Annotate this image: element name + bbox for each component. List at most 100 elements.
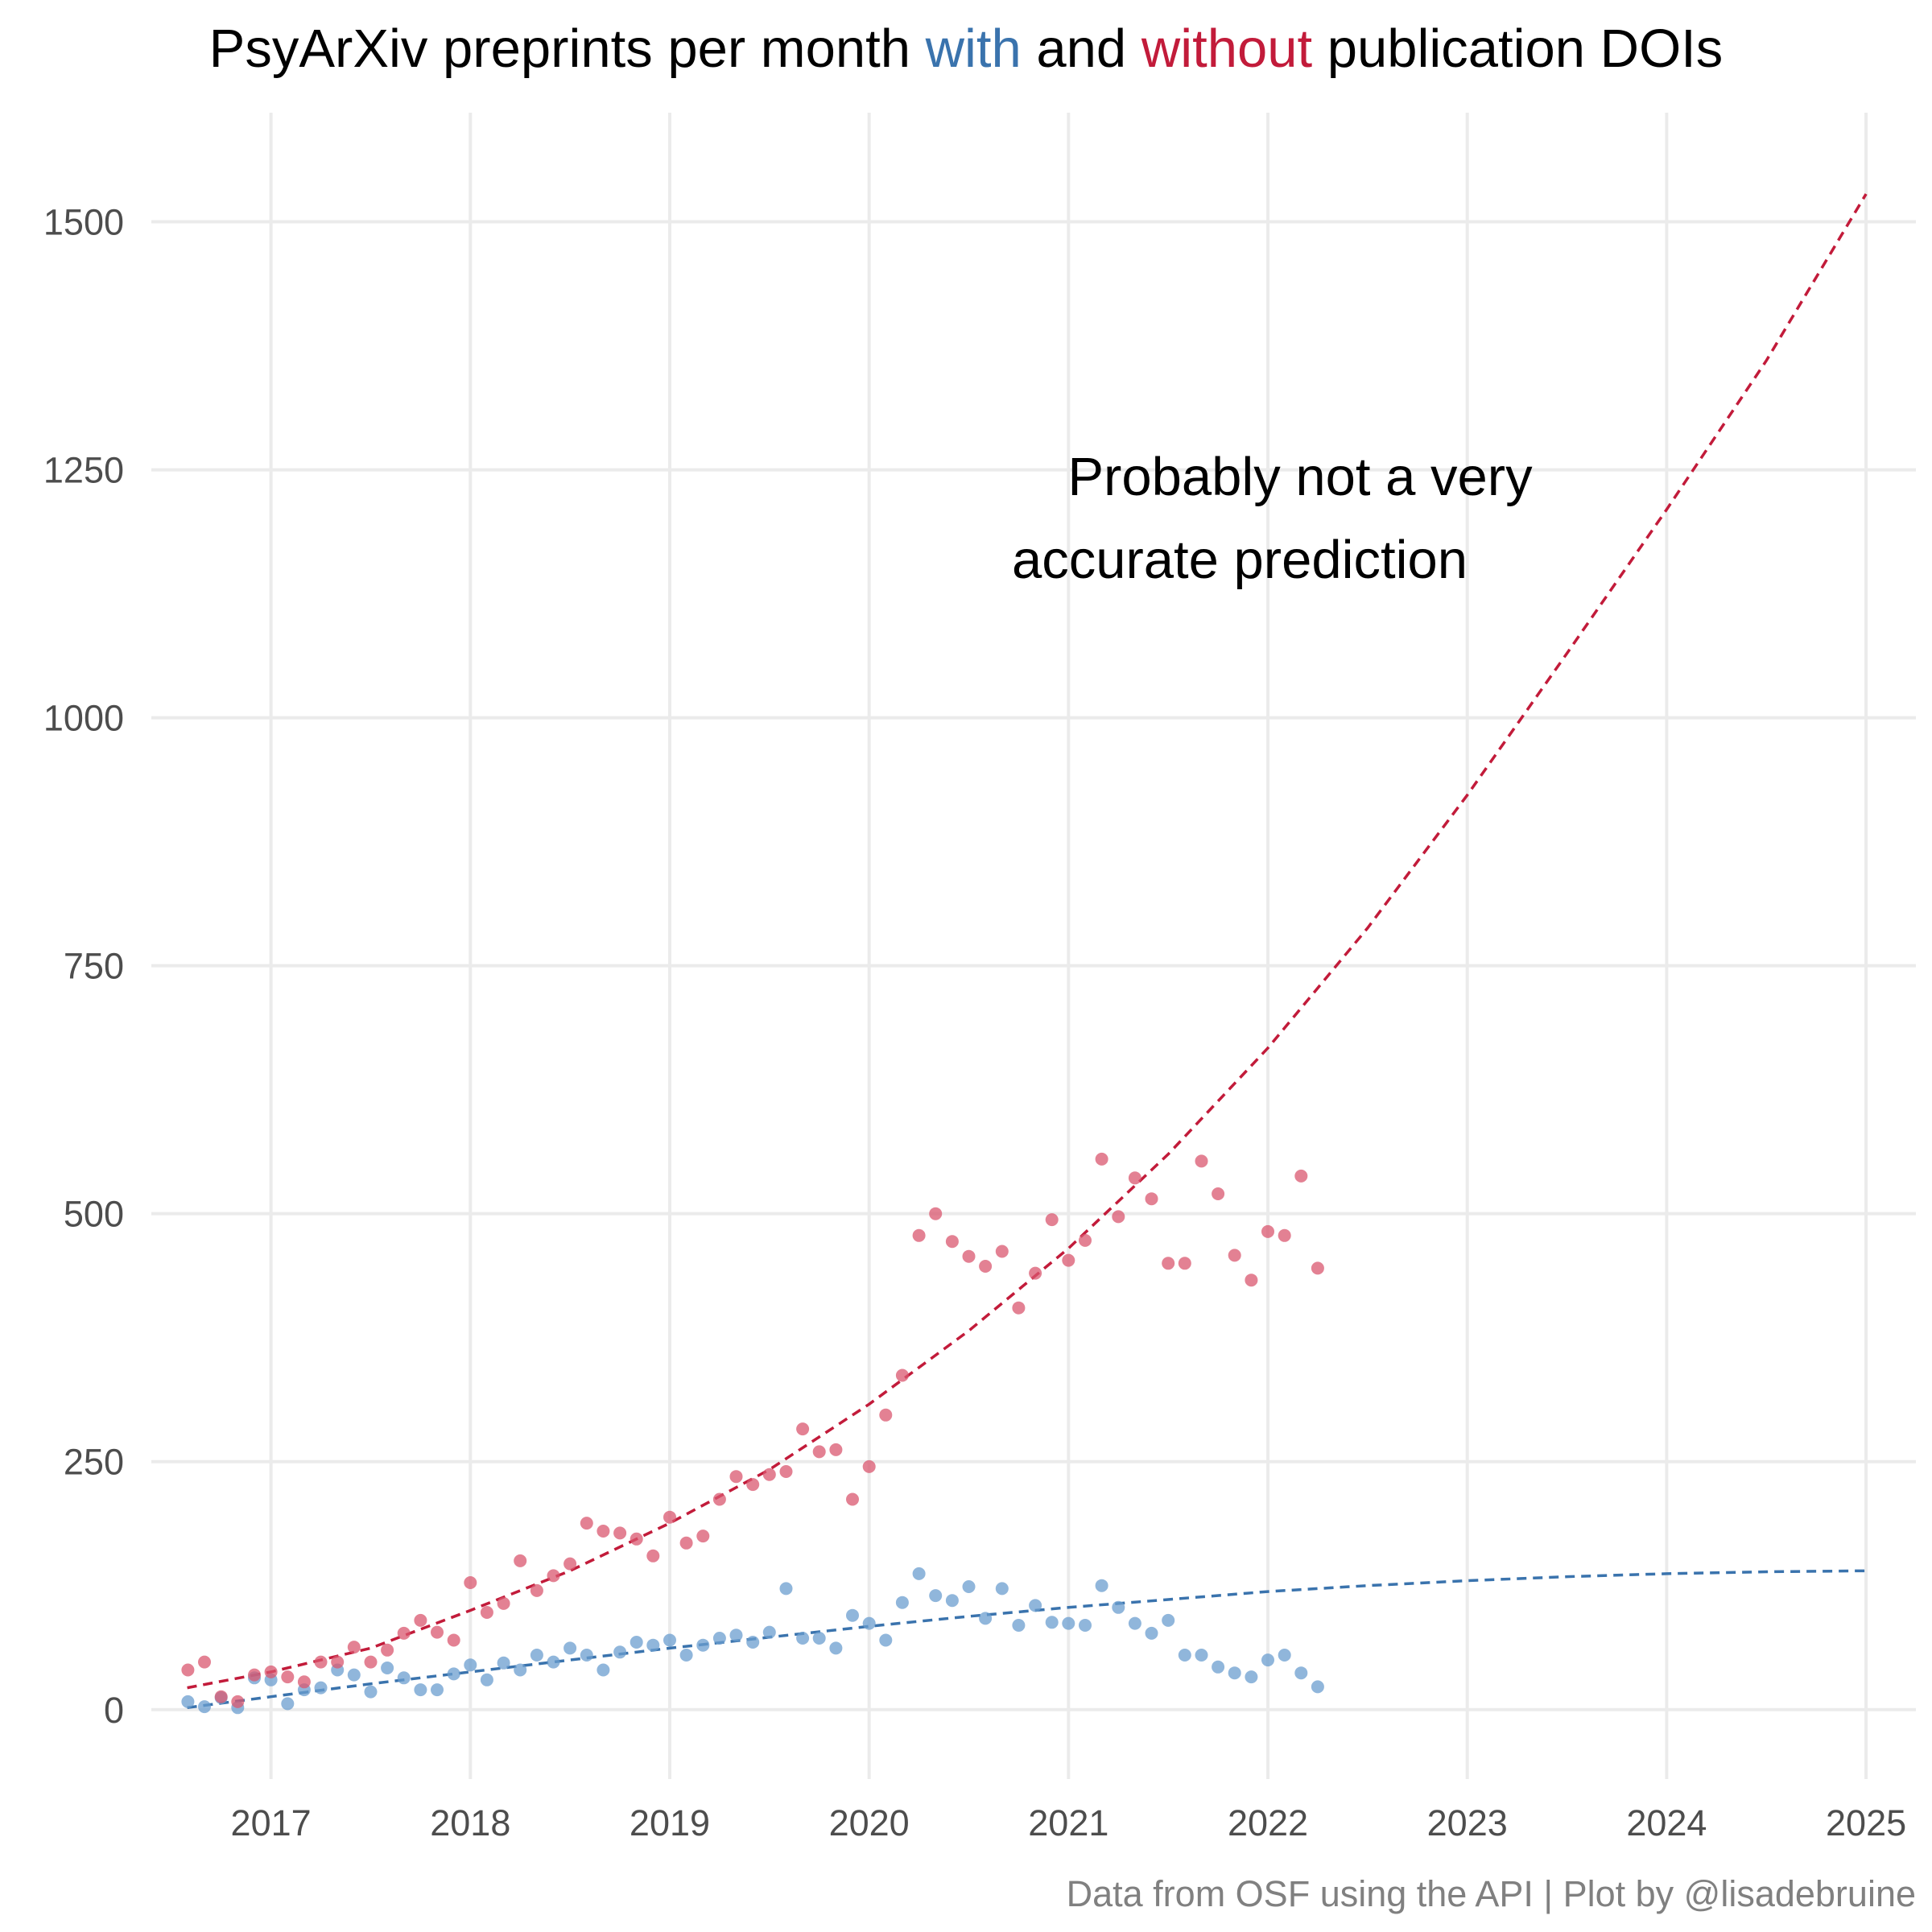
point-with-doi	[580, 1649, 593, 1662]
point-with-doi	[381, 1662, 394, 1674]
point-with-doi	[1228, 1666, 1241, 1680]
x-tick-label: 2019	[630, 1802, 710, 1843]
point-with-doi	[1128, 1616, 1141, 1630]
point-without-doi	[464, 1576, 477, 1589]
chart-caption: Data from OSF using the API | Plot by @l…	[1067, 1873, 1916, 1914]
point-without-doi	[397, 1626, 411, 1640]
point-with-doi	[564, 1641, 577, 1655]
point-with-doi	[979, 1612, 993, 1625]
point-with-doi	[613, 1645, 627, 1659]
x-tick-label: 2021	[1028, 1802, 1108, 1843]
point-without-doi	[314, 1655, 328, 1669]
point-with-doi	[198, 1700, 211, 1714]
point-with-doi	[480, 1673, 493, 1686]
point-without-doi	[564, 1557, 577, 1571]
x-tick-label: 2017	[231, 1802, 312, 1843]
point-with-doi	[397, 1671, 411, 1685]
point-without-doi	[895, 1368, 909, 1382]
point-without-doi	[1112, 1210, 1125, 1224]
title-part-1: PsyArXiv preprints per month	[209, 19, 926, 79]
point-without-doi	[1195, 1154, 1208, 1168]
point-with-doi	[646, 1638, 660, 1652]
point-with-doi	[1311, 1680, 1324, 1694]
point-with-doi	[431, 1683, 444, 1697]
point-without-doi	[1278, 1228, 1291, 1242]
trend-line-with-doi	[187, 1569, 1867, 1710]
point-without-doi	[1045, 1213, 1059, 1227]
point-without-doi	[331, 1655, 345, 1669]
point-with-doi	[812, 1632, 826, 1645]
point-without-doi	[264, 1665, 278, 1678]
point-with-doi	[1095, 1579, 1108, 1592]
point-with-doi	[1012, 1619, 1026, 1632]
point-without-doi	[879, 1408, 893, 1422]
y-tick-label: 1000	[43, 698, 124, 739]
point-without-doi	[381, 1643, 394, 1657]
point-without-doi	[514, 1554, 527, 1567]
point-without-doi	[862, 1459, 876, 1473]
point-without-doi	[812, 1445, 826, 1459]
point-without-doi	[945, 1235, 959, 1249]
point-without-doi	[1311, 1261, 1324, 1275]
point-without-doi	[663, 1510, 676, 1524]
grid-layer	[151, 113, 1916, 1779]
point-with-doi	[862, 1616, 876, 1630]
point-without-doi	[979, 1260, 993, 1273]
point-without-doi	[181, 1663, 195, 1677]
point-without-doi	[281, 1670, 295, 1684]
y-tick-label: 1250	[43, 450, 124, 491]
point-without-doi	[729, 1470, 743, 1484]
point-with-doi	[1112, 1600, 1125, 1614]
point-with-doi	[1162, 1613, 1175, 1627]
point-with-doi	[679, 1649, 693, 1662]
point-without-doi	[497, 1596, 510, 1610]
point-without-doi	[580, 1517, 593, 1530]
point-without-doi	[1212, 1187, 1225, 1200]
point-with-doi	[181, 1695, 195, 1708]
point-without-doi	[646, 1549, 660, 1563]
point-with-doi	[1145, 1626, 1158, 1640]
point-with-doi	[630, 1636, 643, 1649]
point-with-doi	[530, 1649, 543, 1662]
point-with-doi	[547, 1655, 560, 1669]
point-without-doi	[1012, 1301, 1026, 1315]
y-axis-ticks: 0 250 500 750 1000 1250 1500	[43, 202, 124, 1731]
point-without-doi	[198, 1655, 211, 1669]
point-without-doi	[779, 1465, 793, 1478]
point-with-doi	[712, 1632, 726, 1645]
point-without-doi	[1261, 1224, 1274, 1238]
point-with-doi	[929, 1589, 943, 1603]
point-with-doi	[414, 1683, 427, 1697]
point-with-doi	[1294, 1666, 1308, 1680]
point-with-doi	[1261, 1653, 1274, 1667]
point-with-doi	[1195, 1649, 1208, 1662]
point-without-doi	[1294, 1169, 1308, 1183]
point-without-doi	[530, 1583, 543, 1597]
point-with-doi	[895, 1596, 909, 1609]
point-with-doi	[314, 1681, 328, 1695]
y-tick-label: 250	[64, 1442, 124, 1483]
point-with-doi	[514, 1663, 527, 1677]
point-without-doi	[1162, 1257, 1175, 1270]
point-without-doi	[1079, 1233, 1092, 1247]
trend-line-without-doi	[187, 193, 1868, 1690]
point-with-doi	[1079, 1619, 1092, 1632]
point-with-doi	[447, 1667, 460, 1681]
point-without-doi	[962, 1249, 976, 1263]
point-without-doi	[613, 1526, 627, 1540]
x-tick-label: 2024	[1626, 1802, 1707, 1843]
point-without-doi	[431, 1625, 444, 1639]
y-tick-label: 500	[64, 1194, 124, 1235]
point-without-doi	[1128, 1171, 1141, 1185]
point-without-doi	[995, 1245, 1009, 1258]
point-with-doi	[497, 1656, 510, 1670]
point-with-doi	[1278, 1649, 1291, 1662]
point-without-doi	[696, 1530, 710, 1543]
point-without-doi	[547, 1569, 560, 1583]
point-with-doi	[597, 1663, 610, 1677]
point-with-doi	[762, 1625, 776, 1639]
point-without-doi	[597, 1525, 610, 1538]
point-without-doi	[1062, 1253, 1075, 1267]
x-tick-label: 2020	[829, 1802, 910, 1843]
